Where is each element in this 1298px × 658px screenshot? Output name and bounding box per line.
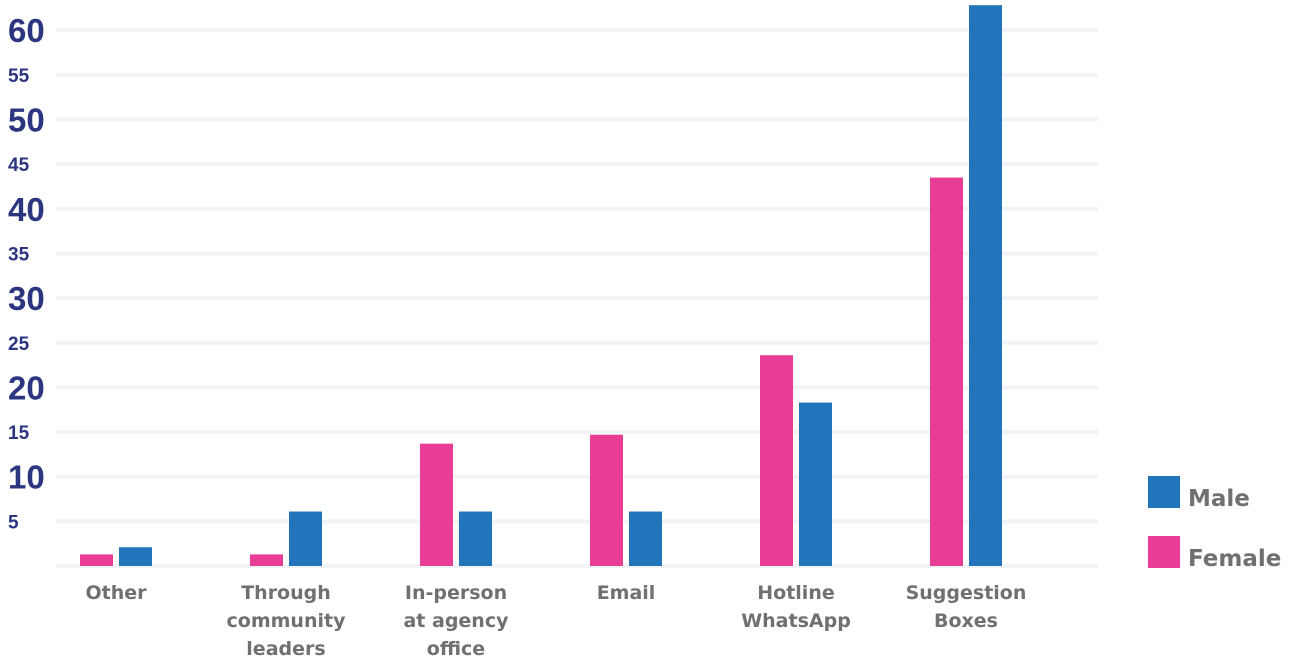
bar-female-1 (250, 554, 283, 566)
bar-female-0 (80, 554, 113, 566)
legend-swatch-female (1148, 536, 1180, 568)
y-tick-label: 25 (8, 334, 30, 355)
x-tick-label: Hotline WhatsApp (741, 582, 851, 632)
bar-male-5 (969, 5, 1002, 567)
y-tick-label: 35 (8, 244, 30, 265)
y-tick-label: 10 (8, 459, 45, 496)
y-tick-label: 55 (8, 66, 30, 87)
y-tick-label: 5 (8, 512, 19, 533)
x-tick-label: Other (85, 582, 147, 604)
x-tick-label: Through community leaders (227, 582, 347, 658)
y-tick-label: 40 (8, 191, 45, 228)
x-tick-label: Suggestion Boxes (906, 582, 1027, 632)
bar-female-5 (930, 177, 963, 567)
y-axis-ticks: 5 10 15 20 25 30 35 40 45 50 55 60 (8, 12, 45, 533)
legend: Male Female (1148, 476, 1281, 572)
x-tick-label: In-person at agency office (403, 582, 509, 658)
legend-label-female: Female (1188, 546, 1281, 572)
y-tick-label: 45 (8, 155, 30, 176)
bar-male-0 (119, 547, 152, 566)
y-tick-label: 30 (8, 280, 45, 317)
bar-male-3 (629, 511, 662, 566)
bar-female-2 (420, 443, 453, 566)
bar-male-4 (799, 402, 832, 566)
gridlines (56, 28, 1098, 568)
bar-male-1 (289, 511, 322, 566)
bar-female-4 (760, 355, 793, 566)
y-tick-label: 20 (8, 369, 45, 406)
y-tick-label: 60 (8, 12, 45, 49)
bar-female-3 (590, 434, 623, 566)
y-tick-label: 15 (8, 423, 30, 444)
legend-label-male: Male (1188, 486, 1250, 512)
bar-male-2 (459, 511, 492, 566)
x-axis-labels: Other Through community leaders In-person at … (85, 582, 1026, 658)
legend-swatch-male (1148, 476, 1180, 508)
x-tick-label: Email (597, 582, 656, 604)
bars (80, 5, 1002, 567)
y-tick-label: 50 (8, 102, 45, 139)
